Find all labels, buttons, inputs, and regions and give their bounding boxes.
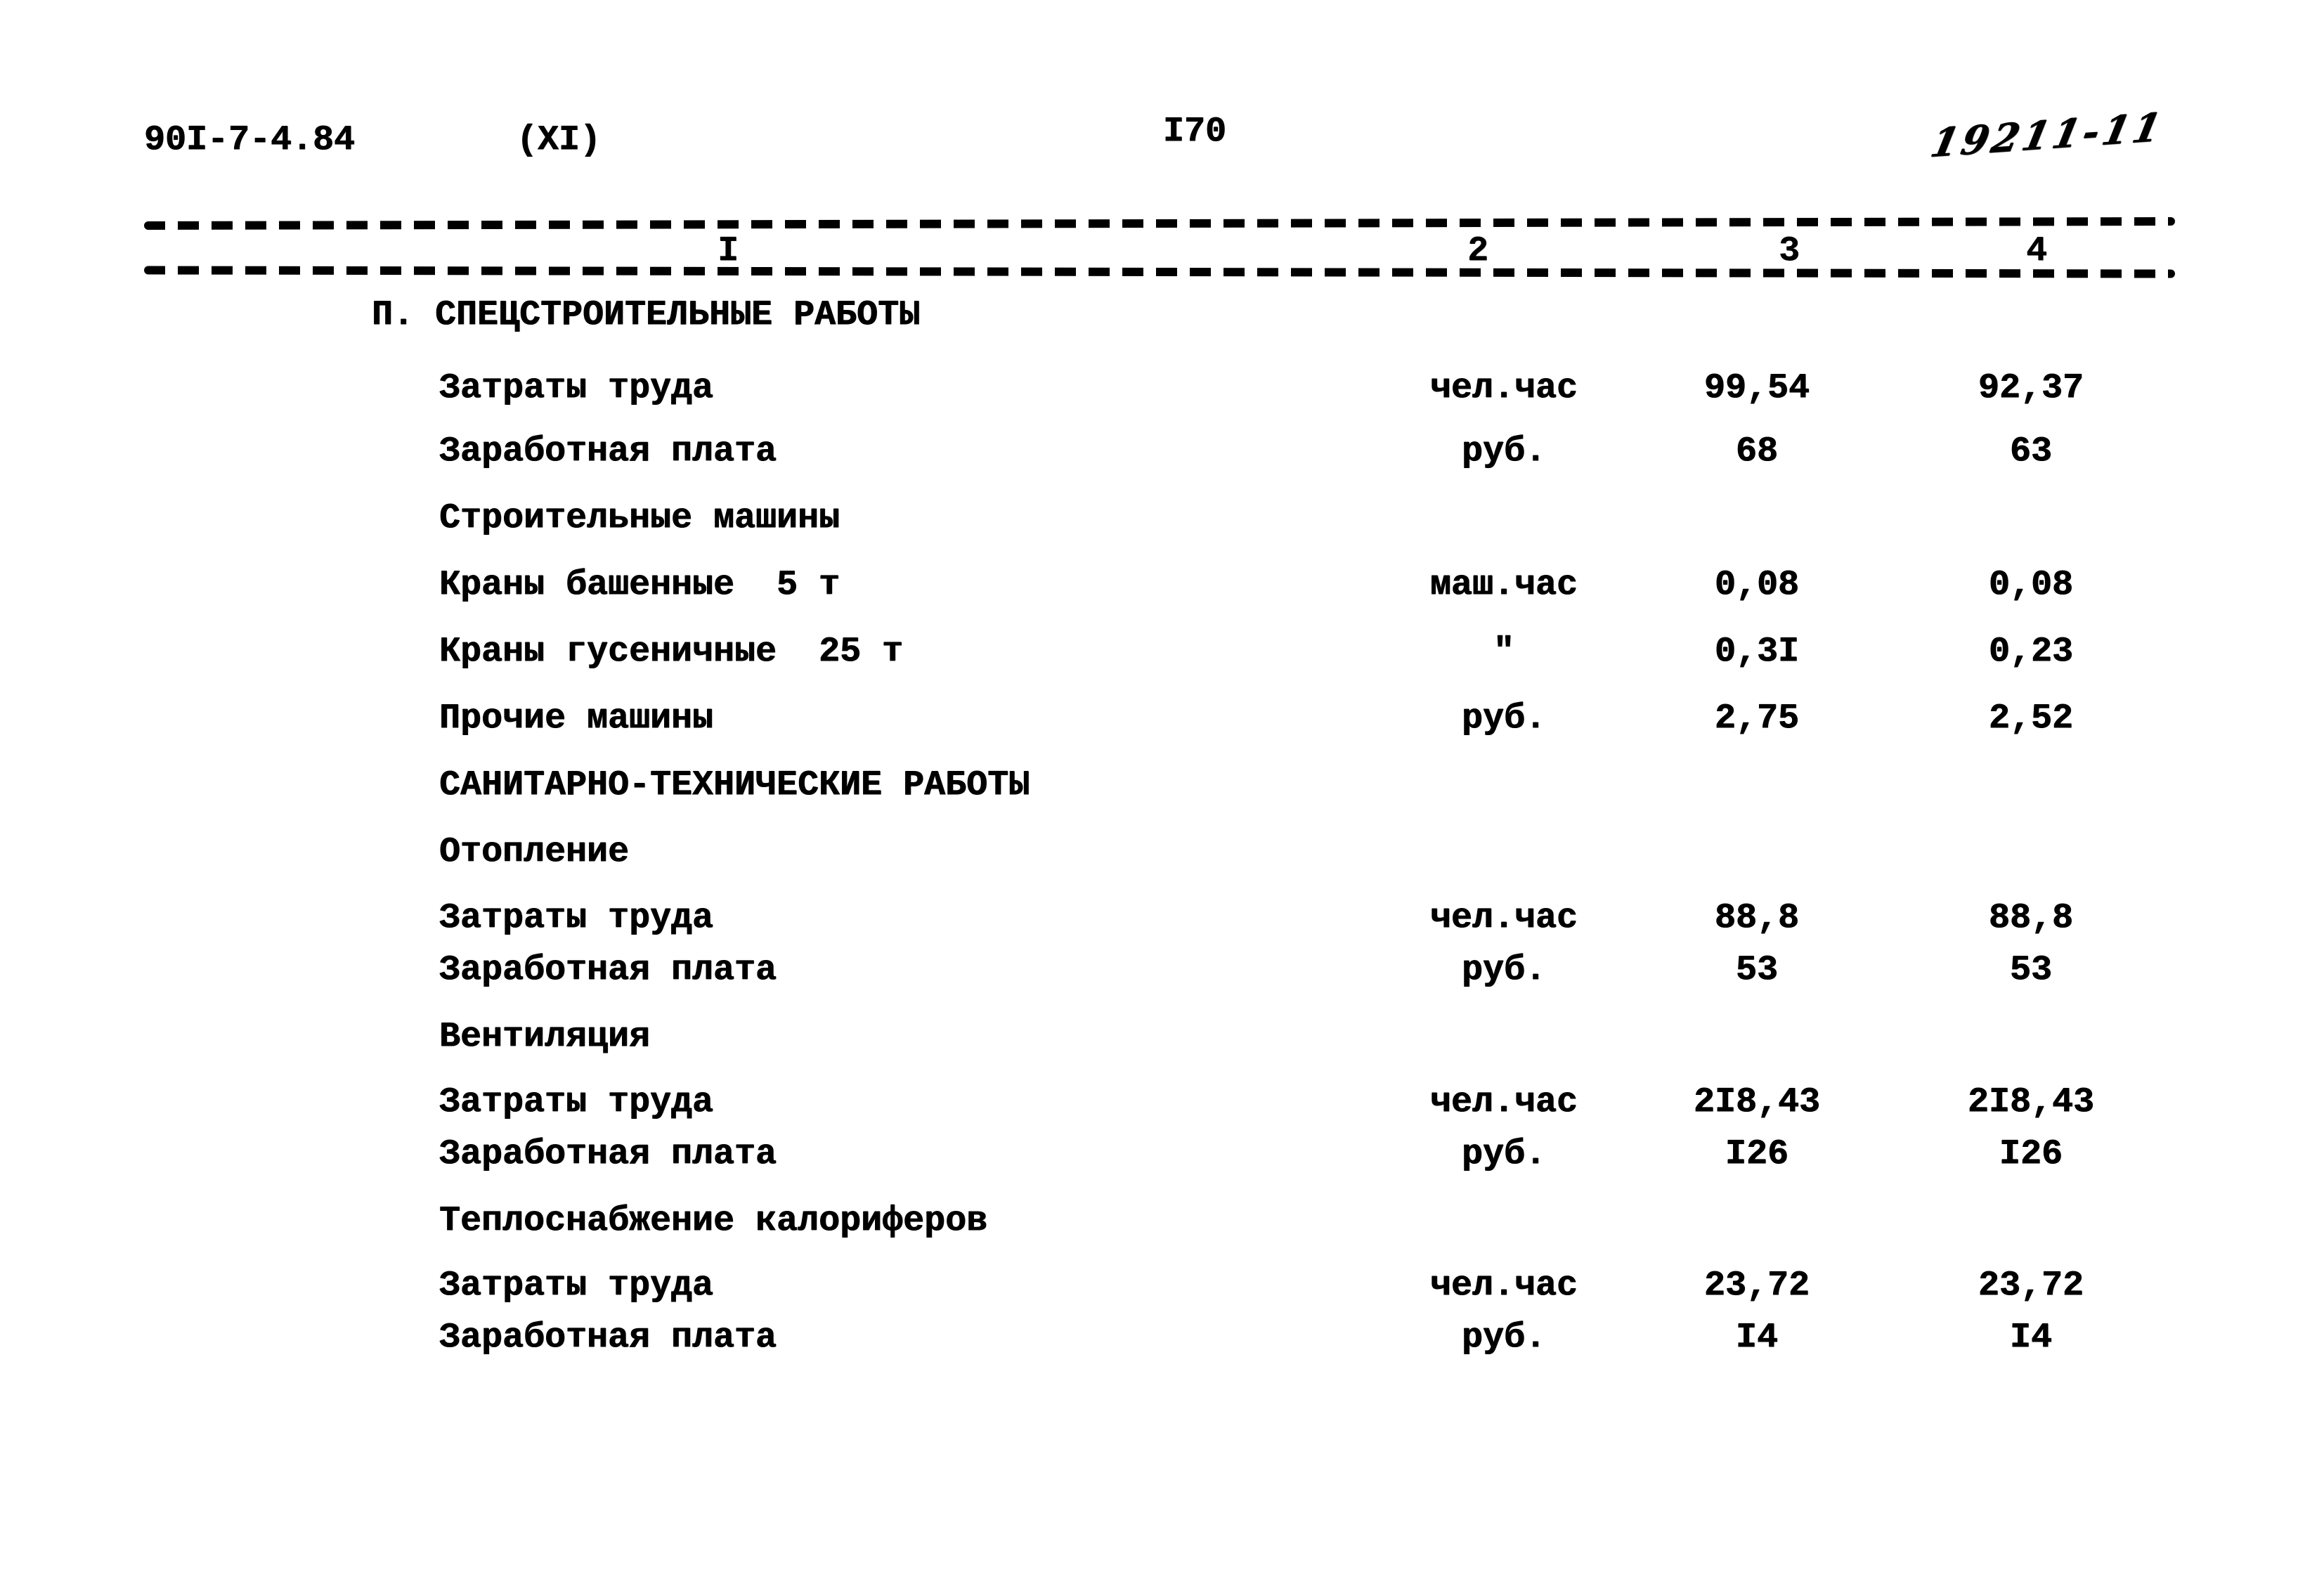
value-cell-1: I4 bbox=[1735, 1318, 1778, 1358]
column-header-3: 3 bbox=[1778, 231, 1800, 271]
value-cell-1: I26 bbox=[1725, 1134, 1789, 1174]
value-cell-2: 2,52 bbox=[1988, 699, 2074, 739]
value-cell-2: I4 bbox=[2009, 1318, 2052, 1358]
value-cell-2: 23,72 bbox=[1978, 1266, 2084, 1306]
unit-cell: руб. bbox=[1461, 699, 1547, 739]
value-cell-2: 63 bbox=[2009, 431, 2052, 472]
value-cell-1: 99,54 bbox=[1703, 368, 1810, 408]
table-row: Заработная плата руб. 68 63 bbox=[0, 431, 2324, 473]
value-cell-1: 2,75 bbox=[1714, 699, 1800, 739]
value-cell-2: 92,37 bbox=[1978, 368, 2084, 408]
row-label: Заработная плата bbox=[439, 950, 777, 990]
unit-cell: чел.час bbox=[1429, 898, 1578, 938]
row-label: Краны башенные 5 т bbox=[439, 565, 840, 605]
table-row-section: П. СПЕЦСТРОИТЕЛЬНЫЕ РАБОТЫ bbox=[0, 294, 2324, 337]
table-row: Заработная плата руб. 53 53 bbox=[0, 949, 2324, 992]
table-row: Краны башенные 5 т маш.час 0,08 0,08 bbox=[0, 564, 2324, 606]
value-cell-1: 2I8,43 bbox=[1693, 1082, 1821, 1122]
table-row: Заработная плата руб. I4 I4 bbox=[0, 1317, 2324, 1359]
unit-cell: чел.час bbox=[1429, 368, 1578, 408]
table-row-subhead: Строительные машины bbox=[0, 498, 2324, 540]
value-cell-1: 68 bbox=[1735, 431, 1778, 472]
row-label: Затраты труда bbox=[439, 898, 714, 938]
column-header-2: 2 bbox=[1467, 231, 1488, 271]
handwritten-ref: 19211-11 bbox=[1926, 103, 2169, 167]
value-cell-2: 0,08 bbox=[1988, 565, 2074, 605]
table-row: Краны гусеничные 25 т " 0,3I 0,23 bbox=[0, 631, 2324, 673]
value-cell-2: 53 bbox=[2009, 950, 2052, 990]
row-label: Затраты труда bbox=[439, 1266, 714, 1306]
column-header-4: 4 bbox=[2025, 231, 2047, 271]
value-cell-1: 23,72 bbox=[1703, 1266, 1810, 1306]
unit-cell: руб. bbox=[1461, 1134, 1547, 1174]
dashed-rule-top bbox=[143, 216, 2176, 231]
subhead-label: Теплоснабжение калориферов bbox=[439, 1201, 988, 1241]
unit-cell: чел.час bbox=[1429, 1082, 1578, 1122]
value-cell-2: I26 bbox=[1999, 1134, 2063, 1174]
row-label: Заработная плата bbox=[439, 1318, 777, 1358]
row-label: Затраты труда bbox=[439, 368, 714, 408]
table-row: Заработная плата руб. I26 I26 bbox=[0, 1134, 2324, 1176]
value-cell-2: 0,23 bbox=[1988, 632, 2074, 672]
unit-cell: чел.час bbox=[1429, 1266, 1578, 1306]
section-title: САНИТАРНО-ТЕХНИЧЕСКИЕ РАБОТЫ bbox=[439, 765, 1030, 805]
subhead-label: Вентиляция bbox=[439, 1017, 651, 1057]
page-number: I70 bbox=[1163, 112, 1227, 152]
value-cell-1: 0,3I bbox=[1714, 632, 1800, 672]
table-row-subhead: Вентиляция bbox=[0, 1016, 2324, 1058]
unit-cell: руб. bbox=[1461, 1318, 1547, 1358]
table-row: Затраты труда чел.час 23,72 23,72 bbox=[0, 1265, 2324, 1307]
row-label: Заработная плата bbox=[439, 1134, 777, 1174]
section-title: П. СПЕЦСТРОИТЕЛЬНЫЕ РАБОТЫ bbox=[372, 295, 921, 335]
column-header-1: I bbox=[717, 231, 739, 271]
value-cell-1: 0,08 bbox=[1714, 565, 1800, 605]
unit-cell: руб. bbox=[1461, 950, 1547, 990]
table-row-section: САНИТАРНО-ТЕХНИЧЕСКИЕ РАБОТЫ bbox=[0, 765, 2324, 807]
table-row: Прочие машины руб. 2,75 2,52 bbox=[0, 698, 2324, 740]
row-label: Затраты труда bbox=[439, 1082, 714, 1122]
row-label: Краны гусеничные 25 т bbox=[439, 632, 904, 672]
unit-cell: руб. bbox=[1461, 431, 1547, 472]
table-row: Затраты труда чел.час 88,8 88,8 bbox=[0, 897, 2324, 940]
row-label: Заработная плата bbox=[439, 431, 777, 472]
value-cell-2: 2I8,43 bbox=[1967, 1082, 2095, 1122]
dashed-rule-bottom bbox=[143, 266, 2176, 278]
value-cell-2: 88,8 bbox=[1988, 898, 2074, 938]
subhead-label: Строительные машины bbox=[439, 498, 840, 538]
value-cell-1: 88,8 bbox=[1714, 898, 1800, 938]
table-row: Затраты труда чел.час 99,54 92,37 bbox=[0, 368, 2324, 410]
ditto-mark: " bbox=[1493, 632, 1514, 672]
doc-number: 90I-7-4.84 bbox=[144, 120, 356, 160]
table-row-subhead: Теплоснабжение калориферов bbox=[0, 1200, 2324, 1242]
sheet-ref: (XI) bbox=[517, 120, 602, 160]
row-label: Прочие машины bbox=[439, 699, 714, 739]
table-row: Затраты труда чел.час 2I8,43 2I8,43 bbox=[0, 1082, 2324, 1124]
unit-cell: маш.час bbox=[1429, 565, 1578, 605]
subhead-label: Отопление bbox=[439, 832, 630, 872]
table-row-subhead: Отопление bbox=[0, 831, 2324, 874]
value-cell-1: 53 bbox=[1735, 950, 1778, 990]
